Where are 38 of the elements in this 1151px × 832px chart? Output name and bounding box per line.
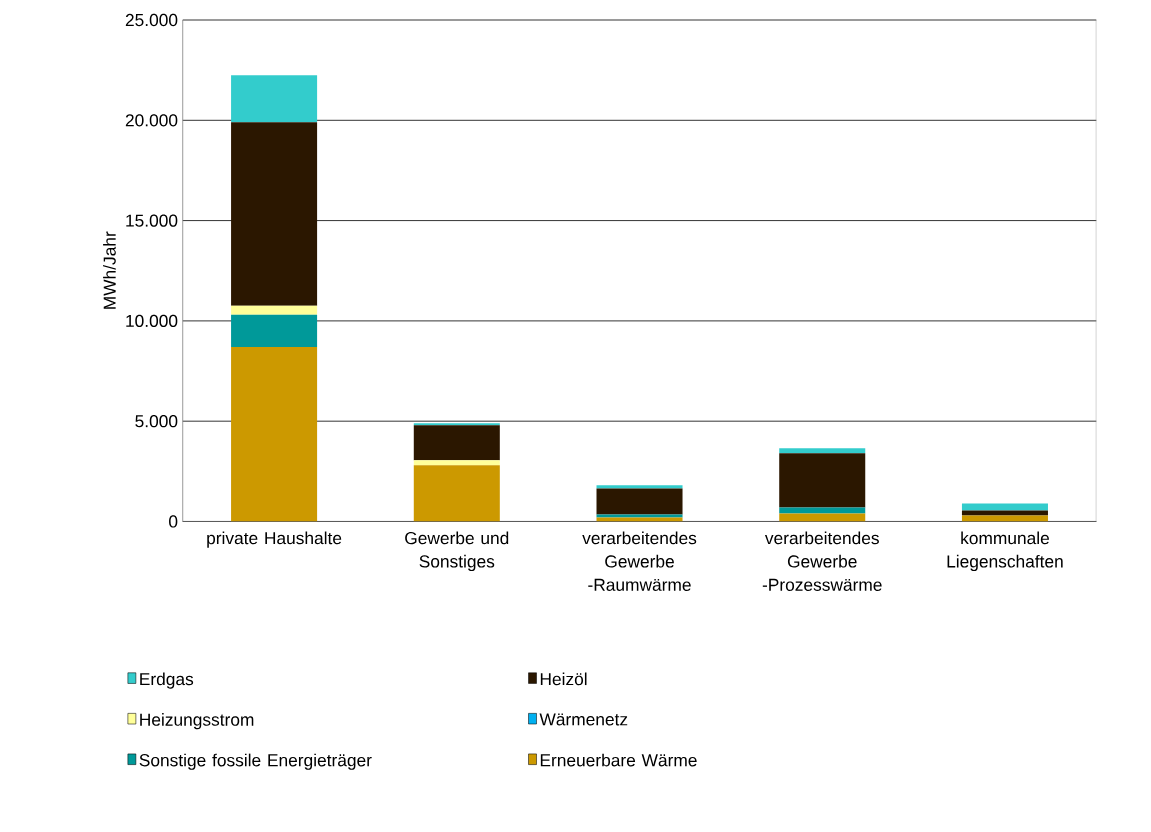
- bar: [231, 122, 318, 307]
- bar: [961, 503, 1048, 511]
- legend-label: Erneuerbare Wärme: [540, 753, 697, 767]
- bar: [779, 507, 866, 514]
- x-tick-label: verarbeitendes Gewerbe -Raumwärme: [582, 531, 697, 592]
- bar: [961, 510, 1048, 516]
- bar: [413, 465, 500, 522]
- bar: [413, 460, 500, 466]
- x-tick-label: private Haushalte: [207, 531, 342, 548]
- y-tick-label: 20.000: [125, 114, 178, 127]
- bar: [779, 453, 866, 508]
- x-tick-label: Gewerbe und Sonstiges: [405, 531, 509, 572]
- y-tick-label: 0: [169, 515, 178, 528]
- bar: [596, 485, 683, 489]
- x-tick-label: verarbeitendes Gewerbe -Prozesswärme: [762, 531, 882, 592]
- bar: [231, 315, 318, 348]
- bar: [596, 488, 683, 515]
- legend-label: Heizungsstrom: [140, 713, 254, 730]
- y-tick-label: 15.000: [126, 214, 178, 227]
- bar: [961, 515, 1048, 522]
- bar: [231, 306, 318, 316]
- x-tick-label: kommunale Liegenschaften: [947, 531, 1063, 572]
- y-tick-label: 5.000: [135, 415, 178, 428]
- y-tick-label: 10.000: [126, 314, 178, 328]
- bar: [779, 513, 866, 522]
- y-tick-label: 25.000: [125, 14, 178, 27]
- bar: [413, 423, 500, 426]
- legend-label: Heizöl: [540, 672, 587, 686]
- bar: [779, 448, 866, 454]
- y-axis-title: MWh/Jahr: [103, 231, 116, 310]
- bar: [596, 514, 683, 518]
- bar: [231, 347, 318, 522]
- bar: [413, 425, 500, 461]
- legend-label: Wärmenetz: [539, 713, 628, 726]
- bar: [231, 75, 318, 123]
- legend-label: Erdgas: [140, 672, 194, 689]
- bar: [596, 517, 683, 522]
- legend-label: Sonstige fossile Energieträger: [139, 753, 372, 771]
